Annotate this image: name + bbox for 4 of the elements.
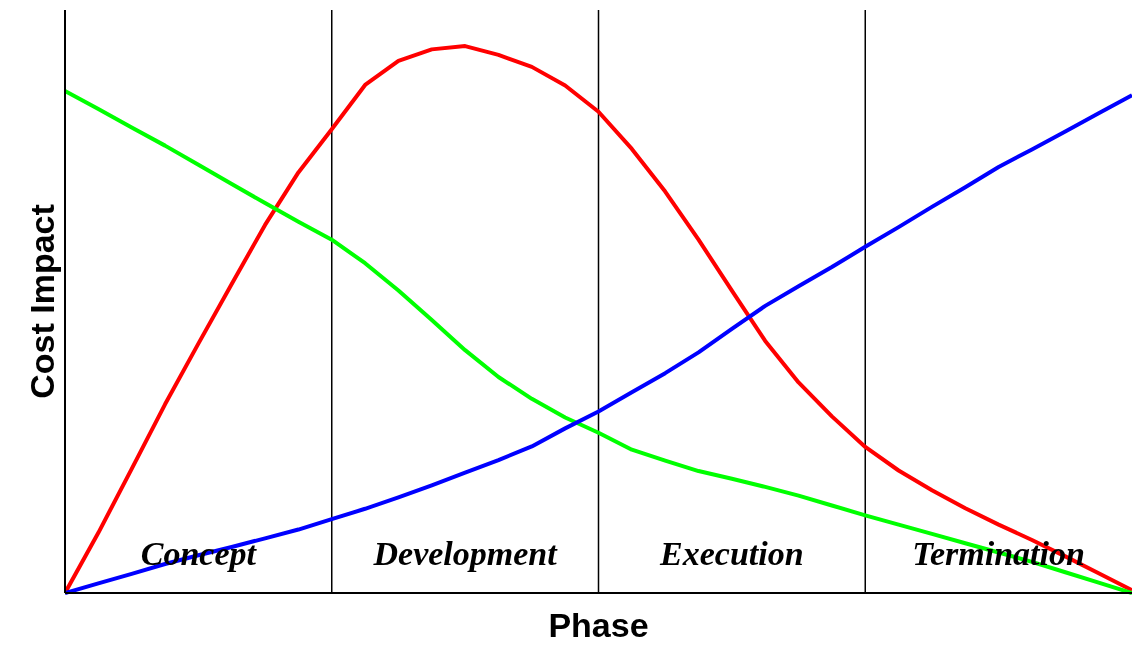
x-tick-label: Development [372,535,559,572]
y-axis-title: Cost Impact [23,204,62,399]
x-axis-title: Phase [548,606,649,644]
x-tick-label: Execution [659,535,804,572]
